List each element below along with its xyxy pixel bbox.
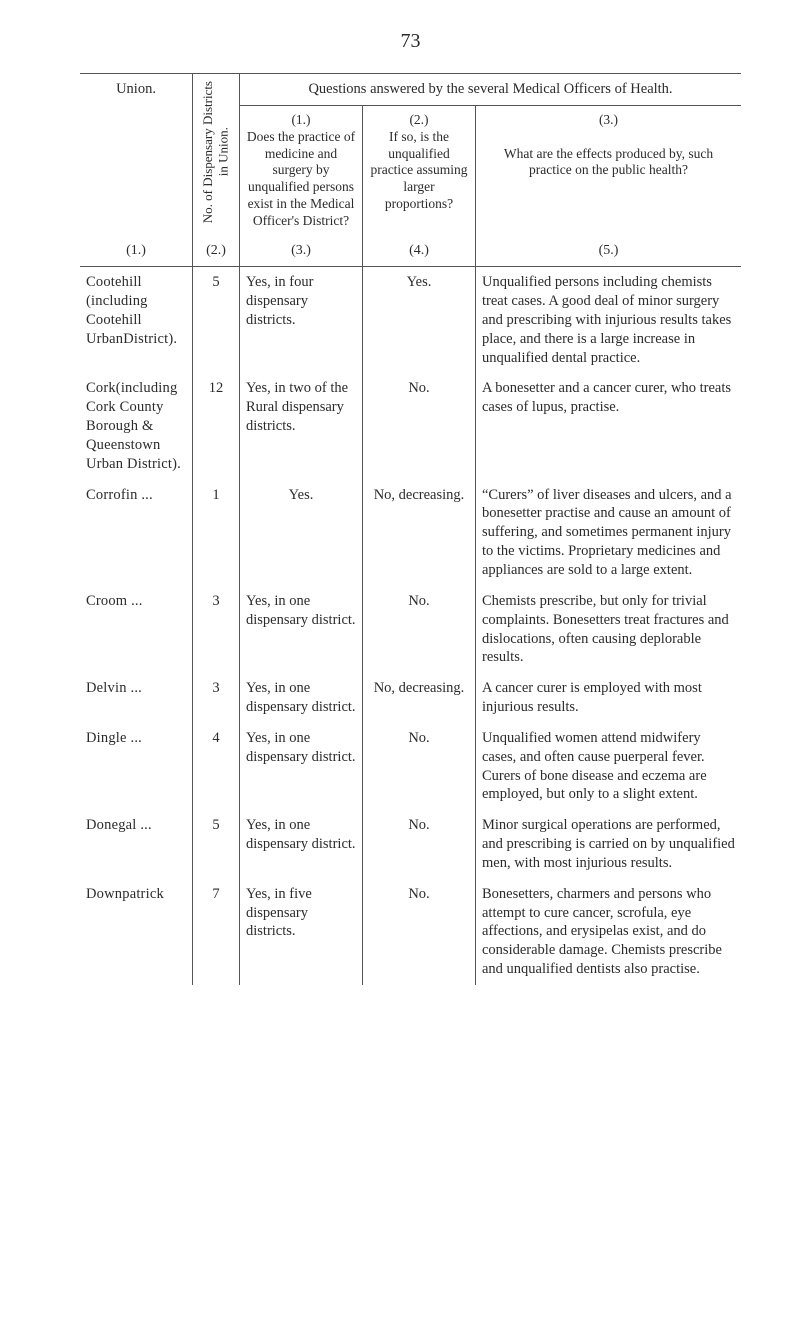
cell-q3: Chemists prescribe, but only for trivial… [476, 586, 742, 673]
cell-n: 3 [193, 586, 240, 673]
hnum-3: (3.) [240, 236, 363, 267]
cell-q3: “Curers” of liver diseases and ulcers, a… [476, 480, 742, 586]
cell-q1: Yes, in one dispensary district. [240, 673, 363, 723]
hnum-4: (4.) [363, 236, 476, 267]
cell-q2: No. [363, 810, 476, 879]
hnum-2: (2.) [193, 236, 240, 267]
table-row: Cootehill (including Cootehill UrbanDist… [80, 267, 741, 374]
col-header-q2: (2.) If so, is the unqualified practice … [363, 105, 476, 236]
cell-q2: No. [363, 373, 476, 479]
header-number-row: (1.) (2.) (3.) (4.) (5.) [80, 236, 741, 267]
header-row-1: Union. No. of Dispensary Districts in Un… [80, 74, 741, 105]
districts-line1: No. of Dispensary Districts [200, 81, 215, 223]
col-header-districts: No. of Dispensary Districts in Union. [193, 74, 240, 236]
cell-union: Dingle ... [80, 723, 193, 810]
cell-n: 4 [193, 723, 240, 810]
table-row: Corrofin ... 1 Yes. No, decreasing. “Cur… [80, 480, 741, 586]
cell-q3: A bonesetter and a cancer curer, who tre… [476, 373, 742, 479]
col-header-districts-label: No. of Dispensary Districts in Union. [200, 81, 231, 223]
cell-union: Delvin ... [80, 673, 193, 723]
cell-q1: Yes, in one dispensary district. [240, 810, 363, 879]
cell-n: 3 [193, 673, 240, 723]
cell-q2: Yes. [363, 267, 476, 374]
questions-heading: Questions answered by the several Medica… [240, 74, 742, 105]
cell-q3: Unqualified women attend midwifery cases… [476, 723, 742, 810]
cell-q1: Yes, in one dispensary district. [240, 586, 363, 673]
cell-union: Croom ... [80, 586, 193, 673]
q3-num: (3.) [599, 112, 618, 127]
q1-text: Does the practice of medicine and surger… [247, 129, 355, 228]
cell-q3: Minor surgical operations are performed,… [476, 810, 742, 879]
cell-q1: Yes, in four dispensary districts. [240, 267, 363, 374]
cell-q2: No, decreasing. [363, 480, 476, 586]
table-row: Downpatrick 7 Yes, in five dispensary di… [80, 879, 741, 985]
main-table: Union. No. of Dispensary Districts in Un… [80, 74, 741, 985]
table-row: Dingle ... 4 Yes, in one dispensary dist… [80, 723, 741, 810]
col-header-q3: (3.) What are the effects produced by, s… [476, 105, 742, 236]
table-row: Donegal ... 5 Yes, in one dispensary dis… [80, 810, 741, 879]
cell-union: Downpatrick [80, 879, 193, 985]
q2-num: (2.) [409, 112, 428, 127]
cell-q2: No. [363, 723, 476, 810]
cell-q3: Bonesetters, charmers and persons who at… [476, 879, 742, 985]
q2-text: If so, is the unqualified practice assum… [370, 129, 467, 212]
cell-q1: Yes. [240, 480, 363, 586]
cell-q1: Yes, in five dispensary districts. [240, 879, 363, 985]
cell-union: Donegal ... [80, 810, 193, 879]
table-row: Croom ... 3 Yes, in one dispensary distr… [80, 586, 741, 673]
table-row: Cork(including Cork County Borough & Que… [80, 373, 741, 479]
cell-n: 7 [193, 879, 240, 985]
cell-union: Cootehill (including Cootehill UrbanDist… [80, 267, 193, 374]
cell-union: Cork(including Cork County Borough & Que… [80, 373, 193, 479]
cell-n: 5 [193, 810, 240, 879]
cell-q2: No. [363, 586, 476, 673]
cell-q2: No. [363, 879, 476, 985]
q3-text: What are the effects produced by, such p… [504, 146, 713, 178]
cell-n: 5 [193, 267, 240, 374]
col-header-union-label: Union. [116, 81, 156, 97]
cell-q3: A cancer curer is employed with most inj… [476, 673, 742, 723]
q1-num: (1.) [291, 112, 310, 127]
cell-q1: Yes, in one dispensary district. [240, 723, 363, 810]
cell-n: 1 [193, 480, 240, 586]
cell-q1: Yes, in two of the Rural dispensary dist… [240, 373, 363, 479]
table-row: Delvin ... 3 Yes, in one dispensary dist… [80, 673, 741, 723]
districts-line2: in Union. [216, 128, 231, 177]
cell-q2: No, decreasing. [363, 673, 476, 723]
page: 73 Union. No. of Dispensary Districts in… [0, 0, 801, 1015]
hnum-5: (5.) [476, 236, 742, 267]
col-header-q1: (1.) Does the practice of medicine and s… [240, 105, 363, 236]
cell-n: 12 [193, 373, 240, 479]
page-number: 73 [80, 30, 741, 53]
cell-union: Corrofin ... [80, 480, 193, 586]
col-header-union: Union. [80, 74, 193, 236]
cell-q3: Unqualified persons including chemists t… [476, 267, 742, 374]
hnum-1: (1.) [80, 236, 193, 267]
